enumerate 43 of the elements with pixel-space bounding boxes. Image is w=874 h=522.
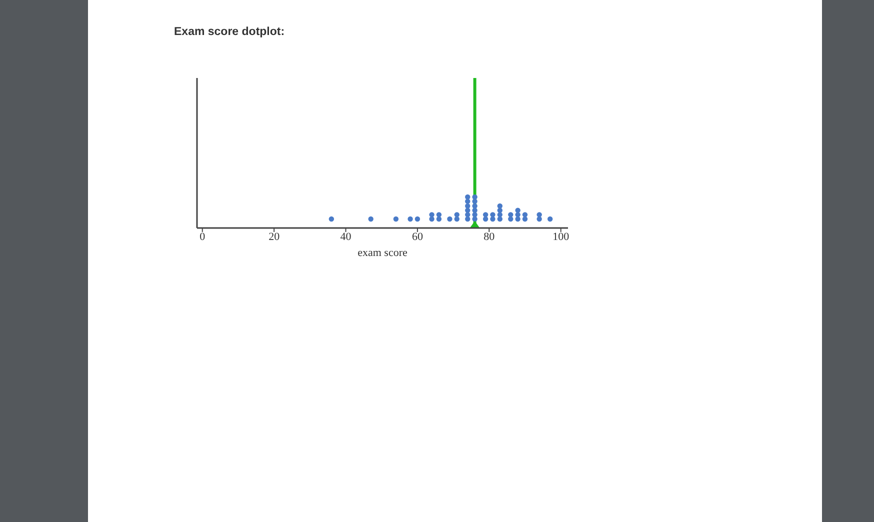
point [522,212,528,218]
x-tick-label: 60 [412,231,424,243]
point [515,208,520,213]
point [436,212,442,218]
x-tick-label: 100 [552,231,570,243]
x-tick-label: 20 [268,231,280,243]
point [454,212,460,218]
point [436,216,442,222]
point [393,216,399,222]
point [536,212,542,218]
point [465,208,470,213]
point [497,216,502,222]
point [497,203,502,209]
point [454,216,460,222]
point [508,216,514,222]
point [465,198,470,204]
point [368,216,374,222]
point [465,194,470,200]
point [328,216,334,222]
point [515,212,520,218]
point [472,208,478,213]
point [472,198,478,204]
x-tick-label: 80 [484,231,496,243]
point [465,203,470,209]
x-tick-label: 40 [340,231,352,243]
x-tick-label: 0 [200,231,206,243]
point [490,212,496,218]
chart-title: Exam score dotplot: [174,26,285,38]
x-axis-title: exam score [358,247,408,259]
point [472,203,478,209]
point [508,212,514,218]
point [522,216,528,222]
point [447,216,452,222]
point [408,216,413,222]
point [497,208,502,213]
point [547,216,553,222]
point [472,194,478,200]
point [414,216,420,222]
point [465,216,470,222]
point [482,216,488,222]
point [472,212,478,218]
point [429,212,434,218]
point [482,212,488,218]
